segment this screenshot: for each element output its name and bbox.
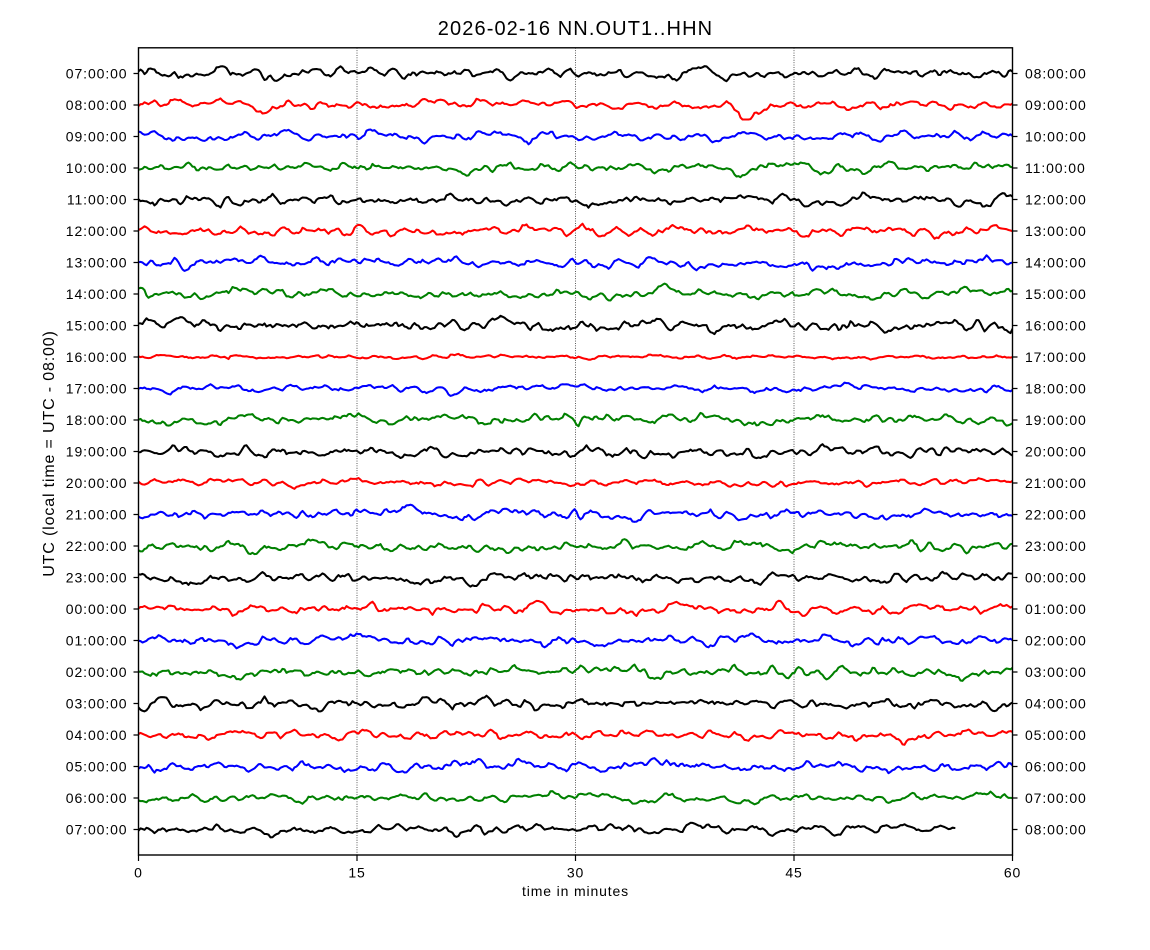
svg-text:08:00:00: 08:00:00 [1025, 821, 1087, 837]
svg-text:08:00:00: 08:00:00 [66, 97, 128, 113]
svg-text:10:00:00: 10:00:00 [66, 160, 128, 176]
svg-text:07:00:00: 07:00:00 [1025, 790, 1087, 806]
svg-text:07:00:00: 07:00:00 [66, 65, 128, 81]
svg-text:17:00:00: 17:00:00 [66, 380, 128, 396]
svg-text:21:00:00: 21:00:00 [66, 506, 128, 522]
svg-text:22:00:00: 22:00:00 [66, 538, 128, 554]
svg-text:01:00:00: 01:00:00 [66, 632, 128, 648]
svg-text:02:00:00: 02:00:00 [1025, 632, 1087, 648]
svg-text:30: 30 [567, 865, 584, 881]
svg-text:09:00:00: 09:00:00 [1025, 97, 1087, 113]
svg-text:16:00:00: 16:00:00 [66, 349, 128, 365]
svg-text:15:00:00: 15:00:00 [66, 317, 128, 333]
svg-text:time in minutes: time in minutes [522, 883, 629, 899]
svg-text:19:00:00: 19:00:00 [66, 443, 128, 459]
svg-text:12:00:00: 12:00:00 [1025, 191, 1087, 207]
svg-text:18:00:00: 18:00:00 [1025, 380, 1087, 396]
svg-text:09:00:00: 09:00:00 [66, 128, 128, 144]
svg-text:UTC (local time = UTC - 08:00): UTC (local time = UTC - 08:00) [41, 330, 58, 576]
svg-text:03:00:00: 03:00:00 [1025, 664, 1087, 680]
svg-text:01:00:00: 01:00:00 [1025, 601, 1087, 617]
svg-text:04:00:00: 04:00:00 [1025, 695, 1087, 711]
svg-text:05:00:00: 05:00:00 [1025, 727, 1087, 743]
svg-text:03:00:00: 03:00:00 [66, 695, 128, 711]
svg-text:02:00:00: 02:00:00 [66, 664, 128, 680]
svg-text:0: 0 [134, 865, 143, 881]
svg-text:13:00:00: 13:00:00 [66, 254, 128, 270]
svg-text:22:00:00: 22:00:00 [1025, 506, 1087, 522]
svg-text:60: 60 [1004, 865, 1021, 881]
svg-text:20:00:00: 20:00:00 [66, 475, 128, 491]
svg-text:00:00:00: 00:00:00 [66, 601, 128, 617]
svg-text:20:00:00: 20:00:00 [1025, 443, 1087, 459]
svg-text:06:00:00: 06:00:00 [1025, 758, 1087, 774]
svg-text:05:00:00: 05:00:00 [66, 758, 128, 774]
svg-text:19:00:00: 19:00:00 [1025, 412, 1087, 428]
svg-text:12:00:00: 12:00:00 [66, 223, 128, 239]
svg-text:16:00:00: 16:00:00 [1025, 317, 1087, 333]
svg-text:10:00:00: 10:00:00 [1025, 128, 1087, 144]
svg-text:15: 15 [348, 865, 365, 881]
svg-text:2026-02-16 NN.OUT1..HHN: 2026-02-16 NN.OUT1..HHN [438, 18, 713, 40]
svg-text:17:00:00: 17:00:00 [1025, 349, 1087, 365]
svg-text:21:00:00: 21:00:00 [1025, 475, 1087, 491]
svg-text:15:00:00: 15:00:00 [1025, 286, 1087, 302]
svg-text:45: 45 [785, 865, 802, 881]
svg-text:07:00:00: 07:00:00 [66, 821, 128, 837]
svg-text:04:00:00: 04:00:00 [66, 727, 128, 743]
svg-text:06:00:00: 06:00:00 [66, 790, 128, 806]
svg-text:13:00:00: 13:00:00 [1025, 223, 1087, 239]
svg-text:14:00:00: 14:00:00 [66, 286, 128, 302]
svg-text:18:00:00: 18:00:00 [66, 412, 128, 428]
svg-text:00:00:00: 00:00:00 [1025, 569, 1087, 585]
svg-text:11:00:00: 11:00:00 [67, 191, 128, 207]
svg-text:08:00:00: 08:00:00 [1025, 65, 1087, 81]
svg-text:23:00:00: 23:00:00 [66, 569, 128, 585]
svg-text:11:00:00: 11:00:00 [1025, 160, 1086, 176]
svg-text:14:00:00: 14:00:00 [1025, 254, 1087, 270]
svg-text:23:00:00: 23:00:00 [1025, 538, 1087, 554]
